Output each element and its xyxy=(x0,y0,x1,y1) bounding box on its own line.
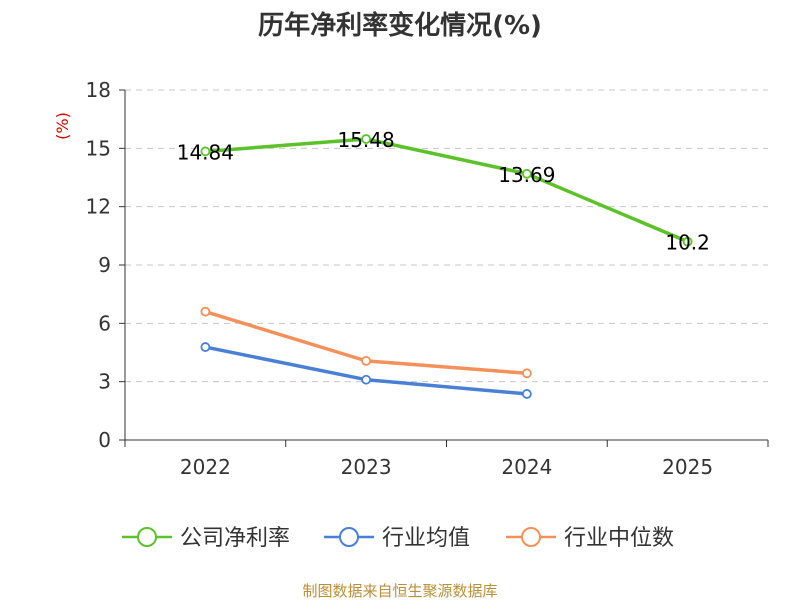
legend-marker-2 xyxy=(521,527,541,547)
y-tick-label: 3 xyxy=(98,370,111,394)
y-tick-label: 6 xyxy=(98,311,111,335)
series-0-point-2023 xyxy=(361,134,372,144)
legend-item-1[interactable]: 行业均值 xyxy=(324,526,470,551)
legend: 公司净利率 行业均值 行业中位数 xyxy=(122,526,674,551)
legend-item-2[interactable]: 行业中位数 xyxy=(506,526,674,551)
x-tick-label-2022: 2022 xyxy=(180,455,231,479)
series-1-point-2022 xyxy=(200,342,211,352)
legend-item-0[interactable]: 公司净利率 xyxy=(122,526,290,551)
legend-marker-0 xyxy=(137,527,157,547)
series-0-point-2024 xyxy=(521,168,532,179)
legend-label-0: 公司净利率 xyxy=(180,526,290,551)
series-0-point-2022 xyxy=(200,146,211,157)
data-label-2023: 15.48 xyxy=(337,128,394,152)
x-tick-label-2024: 2024 xyxy=(501,455,552,479)
x-tick-label-2023: 2023 xyxy=(341,455,392,479)
y-tick-label: 12 xyxy=(86,195,111,219)
data-label-2024: 13.69 xyxy=(498,163,555,187)
data-label-2022: 14.84 xyxy=(177,140,234,164)
legend-label-2: 行业中位数 xyxy=(564,526,674,551)
y-tick-label: 18 xyxy=(86,78,111,102)
series-0-point-2025 xyxy=(682,236,693,247)
data-label-2025: 10.2 xyxy=(665,231,710,255)
data-labels: 14.84 15.48 13.69 10.2 xyxy=(177,128,710,255)
y-tick-label: 15 xyxy=(86,136,111,160)
series-1-point-2023 xyxy=(361,374,372,385)
series-2-point-2022 xyxy=(200,306,211,317)
y-tick-label: 0 xyxy=(98,428,111,452)
x-tick-label-2025: 2025 xyxy=(662,455,713,479)
series-1-point-2024 xyxy=(521,389,532,399)
axes: 0 3 6 9 12 15 18 2022 2023 2024 2025 xyxy=(86,78,769,479)
series-2-point-2023 xyxy=(361,355,372,366)
legend-label-1: 行业均值 xyxy=(382,526,470,551)
series-line-0 xyxy=(203,137,690,244)
chart-title: 历年净利率变化情况(%) xyxy=(258,10,542,41)
y-axis-unit-label: (%) xyxy=(53,112,72,140)
series-2-point-2024 xyxy=(521,368,532,379)
grid-lines xyxy=(125,89,768,383)
y-tick-label: 9 xyxy=(98,253,111,277)
series-layer xyxy=(200,134,693,399)
legend-marker-1 xyxy=(339,527,359,547)
source-note: 制图数据来自恒生聚源数据库 xyxy=(302,582,497,600)
